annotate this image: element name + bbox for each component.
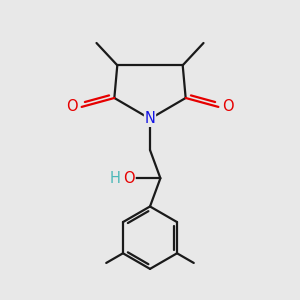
Text: O: O (222, 99, 234, 114)
Text: O: O (123, 171, 135, 186)
Text: H: H (110, 171, 121, 186)
Text: N: N (145, 111, 155, 126)
Text: O: O (66, 99, 78, 114)
